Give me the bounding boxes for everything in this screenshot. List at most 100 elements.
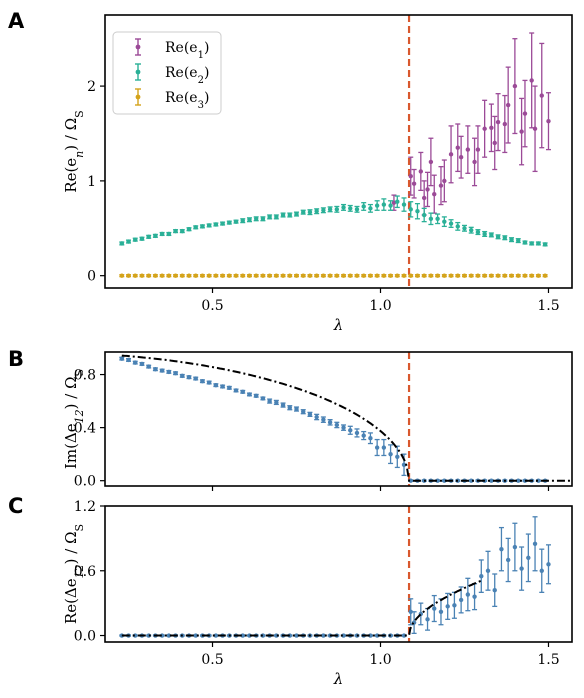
- marker: [180, 373, 185, 379]
- data-point: [179, 373, 185, 379]
- data-point: [226, 220, 232, 225]
- marker: [153, 367, 158, 372]
- marker: [395, 199, 400, 204]
- marker: [401, 273, 407, 278]
- data-point: [408, 156, 414, 196]
- data-point: [525, 533, 531, 583]
- marker: [381, 273, 387, 278]
- data-point: [347, 273, 353, 278]
- marker: [438, 183, 444, 188]
- marker: [415, 209, 420, 214]
- data-point: [461, 273, 467, 278]
- marker: [159, 368, 165, 373]
- data-point: [515, 238, 521, 244]
- marker: [381, 445, 387, 450]
- data-point: [448, 273, 454, 278]
- data-point: [240, 273, 246, 278]
- data-point: [545, 544, 551, 585]
- data-point: [166, 231, 172, 237]
- marker: [448, 273, 454, 278]
- marker: [206, 380, 212, 385]
- data-point: [126, 273, 132, 278]
- data-point: [532, 85, 538, 173]
- marker: [200, 378, 205, 384]
- marker: [462, 273, 467, 278]
- data-point: [421, 273, 427, 278]
- data-point: [146, 234, 152, 240]
- marker: [180, 228, 185, 234]
- data-point: [421, 207, 427, 223]
- panel-c: 0.5 1.0 1.5 0.0 0.6 1.2 λ Re(Δe12) / ΩS: [62, 499, 573, 688]
- marker: [495, 119, 501, 125]
- series-1: [119, 356, 548, 483]
- y-tick-label: 0.0: [74, 629, 96, 645]
- data-point: [539, 42, 545, 149]
- marker: [502, 235, 508, 240]
- data-point: [213, 222, 219, 227]
- marker: [173, 228, 178, 234]
- marker: [314, 273, 319, 278]
- marker: [213, 382, 219, 388]
- data-point: [435, 213, 441, 225]
- marker: [274, 633, 279, 638]
- marker: [435, 478, 440, 483]
- marker: [321, 633, 326, 638]
- data-point: [485, 550, 491, 591]
- data-point: [226, 385, 232, 391]
- data-point: [179, 228, 185, 234]
- data-point: [478, 559, 484, 593]
- data-point: [465, 577, 471, 612]
- data-point: [132, 273, 138, 278]
- marker: [159, 231, 165, 237]
- y-tick-label: 0.6: [74, 564, 96, 580]
- marker: [193, 225, 198, 230]
- data-point: [213, 382, 219, 388]
- series-1: [391, 32, 551, 216]
- data-point: [320, 207, 326, 214]
- data-point: [159, 273, 165, 278]
- x-axis-label: λ: [333, 670, 344, 688]
- marker: [361, 204, 366, 209]
- data-point: [193, 376, 199, 381]
- marker: [348, 428, 353, 433]
- data-point: [512, 522, 518, 572]
- marker: [274, 214, 279, 220]
- marker: [482, 126, 487, 131]
- data-point: [512, 38, 518, 135]
- marker: [166, 273, 172, 278]
- data-point: [139, 273, 145, 278]
- marker: [408, 173, 413, 179]
- data-point: [213, 273, 219, 278]
- marker: [186, 273, 192, 278]
- marker: [193, 376, 198, 381]
- marker: [267, 214, 272, 220]
- data-point: [287, 273, 293, 278]
- marker: [139, 273, 145, 278]
- marker: [213, 273, 219, 278]
- marker: [321, 273, 326, 278]
- marker: [280, 212, 286, 218]
- marker: [509, 273, 514, 278]
- marker: [348, 273, 353, 278]
- marker: [200, 273, 205, 278]
- x-tick-label: 1.5: [537, 652, 559, 668]
- y-axis-label: Re(Δe12) / ΩS: [62, 524, 86, 624]
- data-point: [334, 205, 340, 213]
- data-point: [411, 168, 417, 199]
- marker: [428, 216, 434, 222]
- data-point: [482, 230, 488, 237]
- marker: [401, 202, 407, 207]
- data-point: [529, 273, 535, 278]
- data-point: [435, 273, 441, 278]
- marker: [475, 147, 481, 152]
- data-point: [431, 594, 437, 623]
- data-point: [253, 273, 259, 278]
- marker: [374, 273, 380, 278]
- marker: [354, 430, 360, 436]
- data-point: [273, 214, 279, 220]
- data-point: [193, 273, 199, 278]
- marker: [462, 226, 467, 231]
- data-point: [139, 361, 145, 367]
- data-point: [441, 273, 447, 278]
- marker: [334, 422, 340, 428]
